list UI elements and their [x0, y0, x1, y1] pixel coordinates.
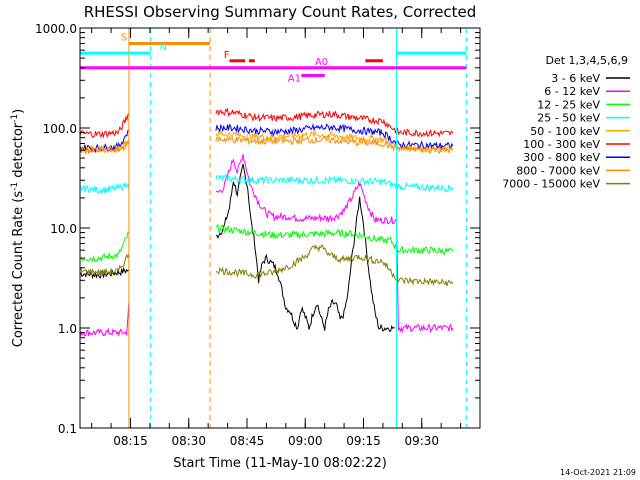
- y-axis-label-part1: Corrected Count Rate (s: [11, 191, 26, 348]
- state-bar-label-6: A0: [315, 57, 328, 68]
- timestamp: 14-Oct-2021 21:09: [560, 468, 636, 477]
- plot-area: S N F A0 A1: [79, 28, 467, 428]
- legend-label-8: 7000 - 15000 keV: [502, 178, 600, 191]
- y-axis-label-part2: detector: [11, 122, 26, 182]
- legend-label-3: 25 - 50 keV: [537, 112, 600, 125]
- y-tick-label-0: 1000.0: [35, 22, 77, 36]
- series-8-line-1: [215, 244, 454, 287]
- series-6-line-1: [215, 122, 454, 151]
- x-tick-label-3: 09:00: [288, 434, 323, 448]
- x-tick-label-0: 08:15: [113, 434, 148, 448]
- series-7-line-0: [79, 140, 130, 156]
- legend-label-0: 3 - 6 keV: [551, 72, 600, 85]
- series-6-line-0: [79, 129, 129, 154]
- series-0: [79, 163, 395, 332]
- y-tick-label-1: 100.0: [43, 122, 77, 136]
- series-2-line-0: [79, 231, 130, 263]
- x-tick-label-4: 09:15: [346, 434, 381, 448]
- legend-label-6: 300 - 800 keV: [523, 151, 600, 164]
- state-bar-label-7: A1: [288, 73, 301, 84]
- x-tick-label-5: 09:30: [404, 434, 439, 448]
- x-tick-label-2: 08:45: [230, 434, 265, 448]
- series-7-line-1: [215, 135, 454, 155]
- y-axis-label-sup1: -1: [10, 182, 20, 191]
- legend-label-7: 800 - 7000 keV: [516, 164, 600, 177]
- series-5: [79, 107, 454, 139]
- y-axis-label-sup2: -1: [10, 114, 20, 123]
- series-1: [79, 154, 454, 338]
- series-6: [79, 122, 454, 154]
- series-1-line-0: [79, 302, 130, 338]
- x-axis: 08:15 08:30 08:45 09:00 09:15 09:30: [91, 28, 481, 448]
- series-2: [79, 223, 454, 263]
- series-5-line-0: [79, 113, 130, 139]
- plot-frame: [79, 27, 481, 429]
- state-bar-label-3: F: [224, 50, 230, 61]
- series-8: [79, 244, 454, 287]
- y-axis-label-part3: ): [11, 109, 26, 114]
- chart-title: RHESSI Observing Summary Count Rates, Co…: [84, 3, 477, 21]
- x-axis-label: Start Time (11-May-10 08:02:22): [173, 456, 387, 471]
- series-0-line-1: [215, 163, 395, 332]
- y-axis: 1000.0 100.0 10.0 1.0 0.1: [35, 22, 480, 436]
- y-axis-label: Corrected Count Rate (s-1 detector-1): [10, 109, 26, 347]
- series-2-line-1: [215, 223, 454, 256]
- y-tick-label-3: 1.0: [58, 322, 77, 336]
- series-1-line-1: [215, 154, 454, 334]
- legend-label-1: 6 - 12 keV: [544, 85, 600, 98]
- series-3-line-0: [79, 182, 130, 195]
- legend-label-5: 100 - 300 keV: [523, 138, 600, 151]
- y-tick-label-4: 0.1: [58, 422, 77, 436]
- series-5-line-1: [215, 107, 454, 138]
- legend-label-4: 50 - 100 keV: [530, 125, 600, 138]
- legend-label-2: 12 - 25 keV: [537, 98, 600, 111]
- x-tick-label-1: 08:30: [171, 434, 206, 448]
- state-bar-label-0: S: [121, 32, 127, 43]
- series-8-line-0: [79, 253, 130, 277]
- legend-title: Det 1,3,4,5,6,9: [545, 54, 628, 67]
- y-tick-label-2: 10.0: [50, 222, 77, 236]
- series-7: [79, 135, 454, 156]
- state-bar-label-1: N: [160, 42, 167, 53]
- series-3-line-1: [215, 174, 454, 193]
- series-3: [79, 174, 454, 195]
